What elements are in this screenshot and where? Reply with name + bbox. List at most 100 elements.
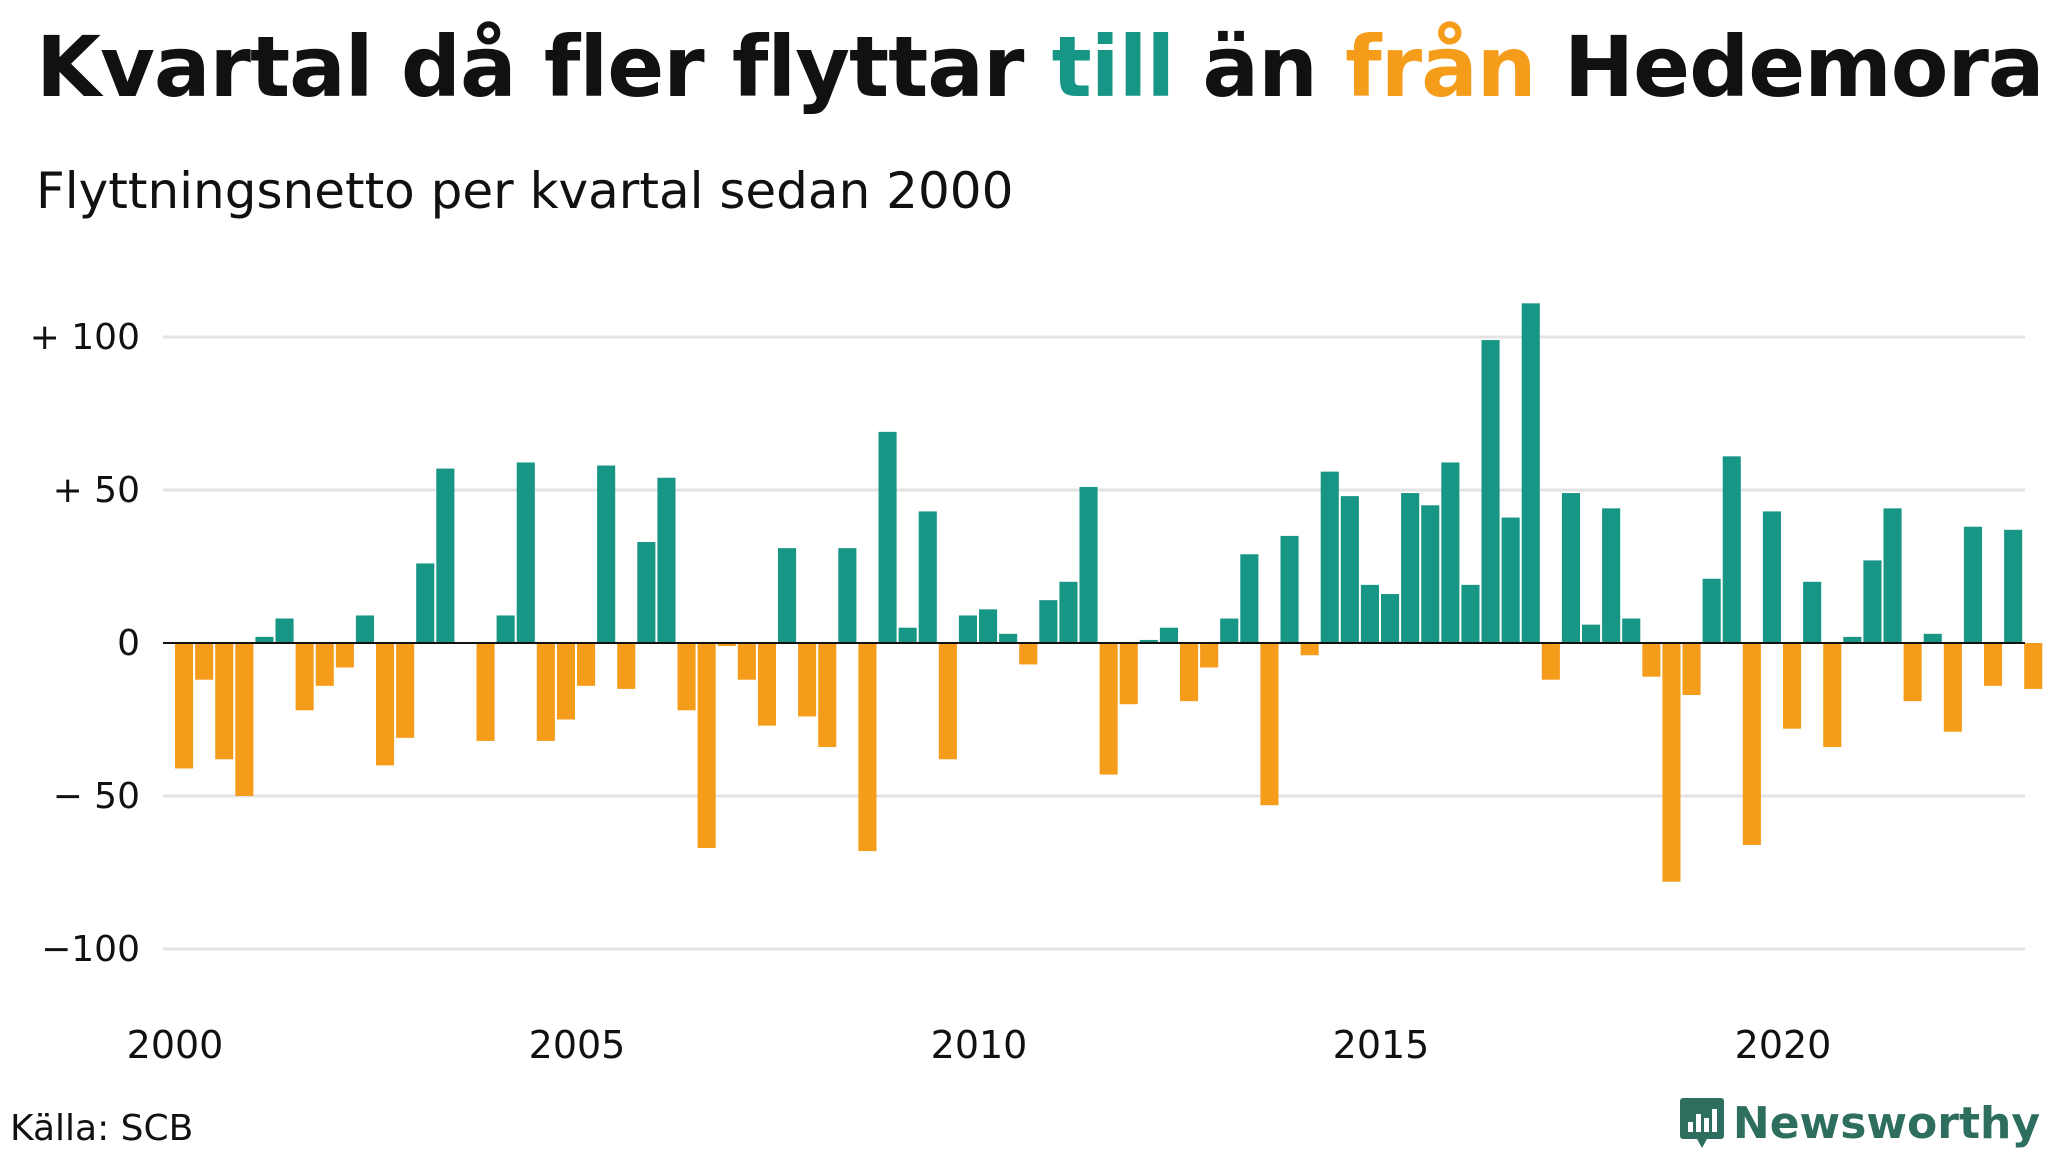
bar-negative (1300, 643, 1319, 656)
bar-negative (2024, 643, 2043, 689)
chart-title: Kvartal då fler flyttar till än från Hed… (36, 18, 2045, 116)
bar-negative (798, 643, 817, 717)
bar-negative (938, 643, 957, 760)
bar-positive (1079, 486, 1098, 643)
bar-negative (818, 643, 837, 748)
bar-positive (2004, 529, 2023, 643)
brand-name: Newsworthy (1732, 1097, 2040, 1149)
bar-negative (1099, 643, 1118, 775)
bar-positive (657, 477, 676, 643)
bar-positive (1622, 618, 1641, 643)
bar-positive (1220, 618, 1239, 643)
bar-positive (1521, 303, 1540, 643)
bar-positive (1803, 581, 1822, 643)
bar-positive (1883, 508, 1902, 643)
bar-negative (1783, 643, 1802, 729)
bar-negative (295, 643, 314, 711)
y-tick-label: −100 (41, 929, 140, 970)
bar-negative (335, 643, 354, 668)
bar-negative (737, 643, 756, 680)
bar-positive (355, 615, 374, 643)
bar-positive (1360, 584, 1379, 643)
bar-positive (496, 615, 515, 643)
bar-negative (1260, 643, 1279, 806)
bar-negative (476, 643, 495, 741)
brand-logo[interactable]: Newsworthy (1679, 1096, 2040, 1150)
bar-positive (898, 627, 917, 643)
bar-negative (556, 643, 575, 720)
bar-negative (315, 643, 334, 686)
bar-positive (1381, 594, 1400, 643)
bar-negative (1984, 643, 2003, 686)
bar-positive (1139, 639, 1158, 643)
bar-positive (1401, 493, 1420, 643)
x-tick-label: 2005 (529, 1023, 626, 1067)
newsworthy-logo-icon (1679, 1098, 1724, 1148)
x-axis-ticks: 2000 2005 2010 2015 2020 (127, 1023, 1832, 1067)
y-tick-label: + 50 (53, 470, 140, 511)
bar-positive (878, 431, 897, 643)
bar-negative (536, 643, 555, 741)
bar-positive (275, 618, 294, 643)
title-suffix: Hedemora (1535, 18, 2045, 116)
bar-positive (1159, 627, 1178, 643)
bar-negative (1541, 643, 1560, 680)
bar-negative (757, 643, 776, 726)
bar-positive (1059, 581, 1078, 643)
bar-negative (195, 643, 214, 680)
bar-positive (999, 633, 1018, 643)
bar-positive (1602, 508, 1621, 643)
bar-negative (1019, 643, 1038, 665)
bar-positive (1501, 517, 1520, 643)
bar-positive (979, 609, 998, 643)
bar-positive (1702, 578, 1721, 643)
bar-positive (1481, 340, 1500, 643)
bar-positive (958, 615, 977, 643)
bar-positive (1923, 633, 1942, 643)
bar-positive (1722, 456, 1741, 643)
bar-positive (1843, 636, 1862, 643)
bar-negative (235, 643, 254, 796)
y-tick-label: + 100 (30, 317, 140, 358)
bar-positive (1240, 554, 1259, 643)
x-tick-label: 2015 (1333, 1023, 1430, 1067)
bar-negative (1180, 643, 1199, 702)
bar-negative (215, 643, 234, 760)
bar-negative (1200, 643, 1219, 668)
bar-negative (858, 643, 877, 852)
bar-negative (717, 643, 736, 647)
bar-positive (838, 548, 857, 643)
bar-positive (1340, 496, 1359, 643)
source-note: Källa: SCB (10, 1108, 194, 1149)
bar-positive (1441, 462, 1460, 643)
bar-positive (1039, 600, 1058, 643)
bar-negative (1682, 643, 1701, 696)
bar-positive (1863, 560, 1882, 643)
bar-negative (1903, 643, 1922, 702)
bar-positive (416, 563, 435, 643)
bar-positive (1762, 511, 1781, 643)
y-tick-label: − 50 (53, 776, 140, 817)
bar-positive (255, 636, 274, 643)
bar-negative (376, 643, 395, 766)
title-word-from: från (1345, 18, 1536, 116)
bar-positive (1280, 535, 1299, 643)
bar-positive (918, 511, 937, 643)
chart-subtitle: Flyttningsnetto per kvartal sedan 2000 (36, 162, 1014, 220)
bar-negative (677, 643, 696, 711)
bar-negative (396, 643, 415, 738)
y-axis-ticks: + 100 + 50 0 − 50 −100 (30, 317, 140, 970)
bar-negative (1662, 643, 1681, 882)
bar-negative (1823, 643, 1842, 748)
bar-negative (697, 643, 716, 849)
x-tick-label: 2010 (931, 1023, 1028, 1067)
title-word-to: till (1051, 18, 1176, 116)
bar-negative (1742, 643, 1761, 845)
x-tick-label: 2000 (127, 1023, 224, 1067)
bar-negative (617, 643, 636, 689)
bar-negative (175, 643, 194, 769)
bar-positive (1582, 624, 1601, 643)
bar-positive (516, 462, 535, 643)
y-tick-label: 0 (117, 623, 140, 664)
